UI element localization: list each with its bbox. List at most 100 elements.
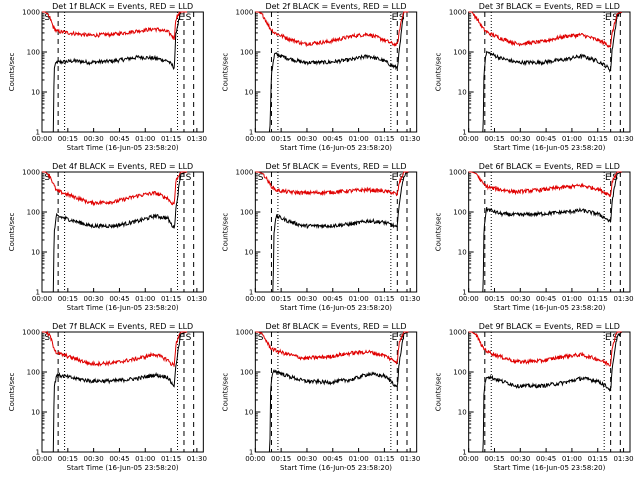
y-tick-label: 100 [27, 209, 40, 217]
y-tick-label: 100 [27, 369, 40, 377]
x-tick-label: 01:00 [348, 295, 368, 303]
plot-frame [468, 11, 631, 133]
y-tick-label: 1000 [22, 9, 40, 17]
plot-frame [254, 171, 418, 293]
y-axis-label: Counts/sec [221, 53, 229, 92]
series-lld [255, 331, 409, 365]
panel-title: Det 9f BLACK = Events, RED = LLD [479, 322, 620, 331]
plot-frame [41, 11, 204, 133]
y-tick-label: 100 [27, 49, 40, 57]
plot-frame [468, 171, 631, 293]
y-tick-label: 1000 [236, 169, 254, 177]
x-tick-label: 00:30 [510, 295, 530, 303]
marker-e: E [178, 173, 184, 183]
x-tick-label: 00:30 [297, 455, 317, 463]
x-tick-label: 01:00 [135, 455, 155, 463]
x-tick-label: 01:00 [135, 135, 155, 143]
x-tick-label: 00:45 [323, 135, 343, 143]
y-tick-label: 100 [453, 369, 466, 377]
y-tick-label: 1 [36, 449, 40, 457]
marker-e: E [392, 333, 398, 343]
marker-s: S [612, 13, 618, 23]
x-tick-label: 01:15 [161, 135, 181, 143]
y-axis-label: Counts/sec [8, 373, 16, 412]
x-tick-label: 01:15 [374, 295, 394, 303]
panel-det-8f: Det 8f BLACK = Events, RED = LLD 1 10 100 10… [221, 322, 420, 472]
x-tick-label: 00:00 [245, 135, 265, 143]
y-tick-label: 1 [462, 449, 466, 457]
x-tick-label: 01:00 [348, 135, 368, 143]
x-tick-label: 00:15 [271, 455, 291, 463]
x-tick-label: 00:15 [484, 295, 504, 303]
panel-title: Det 6f BLACK = Events, RED = LLD [479, 162, 620, 171]
x-axis-label: Start Time (16-Jun-05 23:58:20) [493, 464, 605, 472]
x-tick-label: 01:15 [161, 295, 181, 303]
y-tick-label: 10 [458, 249, 467, 257]
y-tick-label: 10 [244, 249, 253, 257]
x-axis-label: Start Time (16-Jun-05 23:58:20) [67, 464, 179, 472]
y-tick-label: 100 [240, 209, 253, 217]
x-tick-label: 01:00 [348, 455, 368, 463]
panel-det-1f: Det 1f BLACK = Events, RED = LLD 1 10 100 10… [8, 2, 207, 152]
marker-e: E [605, 173, 611, 183]
panel-det-2f: Det 2f BLACK = Events, RED = LLD 1 10 100 10… [221, 2, 420, 152]
series-events [468, 11, 622, 133]
series-events [255, 331, 409, 453]
marker-s: S [612, 173, 618, 183]
x-tick-label: 00:00 [459, 135, 479, 143]
y-tick-label: 1 [249, 289, 253, 297]
y-tick-label: 1000 [449, 329, 467, 337]
marker-s: S [44, 333, 50, 343]
x-tick-label: 00:00 [459, 295, 479, 303]
x-tick-label: 00:15 [271, 135, 291, 143]
marker-e: E [178, 333, 184, 343]
x-tick-label: 00:30 [84, 295, 104, 303]
marker-s: S [186, 13, 192, 23]
y-tick-label: 1000 [22, 329, 40, 337]
plot-frame [468, 331, 631, 453]
marker-e: E [605, 13, 611, 23]
y-tick-label: 1000 [236, 9, 254, 17]
panel-title: Det 2f BLACK = Events, RED = LLD [265, 2, 406, 11]
x-axis-label: Start Time (16-Jun-05 23:58:20) [280, 464, 392, 472]
marker-s: S [186, 333, 192, 343]
x-tick-label: 01:30 [400, 135, 420, 143]
x-tick-label: 01:00 [562, 135, 582, 143]
x-tick-label: 00:45 [109, 295, 129, 303]
panel-det-9f: Det 9f BLACK = Events, RED = LLD 1 10 100 10… [435, 322, 634, 472]
y-tick-label: 100 [240, 49, 253, 57]
series-lld [42, 10, 188, 41]
x-tick-label: 00:00 [32, 455, 52, 463]
marker-s: S [186, 173, 192, 183]
x-tick-label: 00:15 [484, 455, 504, 463]
x-tick-label: 00:00 [32, 295, 52, 303]
y-tick-label: 1 [36, 129, 40, 137]
x-tick-label: 00:00 [245, 455, 265, 463]
series-lld [255, 171, 409, 197]
x-tick-label: 00:15 [58, 135, 78, 143]
panel-title: Det 3f BLACK = Events, RED = LLD [479, 2, 620, 11]
series-events [255, 171, 409, 293]
y-tick-label: 10 [31, 89, 40, 97]
y-axis-label: Counts/sec [221, 213, 229, 252]
marker-s: S [44, 173, 50, 183]
x-tick-label: 00:30 [297, 135, 317, 143]
x-tick-label: 00:45 [109, 455, 129, 463]
panel-title: Det 5f BLACK = Events, RED = LLD [265, 162, 406, 171]
x-tick-label: 01:30 [400, 295, 420, 303]
x-tick-label: 00:45 [323, 295, 343, 303]
y-tick-label: 10 [244, 409, 253, 417]
x-axis-label: Start Time (16-Jun-05 23:58:20) [493, 144, 605, 152]
marker-s: S [44, 13, 50, 23]
x-tick-label: 00:15 [58, 455, 78, 463]
series-events [42, 331, 188, 453]
x-axis-label: Start Time (16-Jun-05 23:58:20) [493, 304, 605, 312]
y-tick-label: 1 [249, 449, 253, 457]
y-tick-label: 10 [244, 89, 253, 97]
x-axis-label: Start Time (16-Jun-05 23:58:20) [280, 144, 392, 152]
marker-e: E [392, 173, 398, 183]
marker-e: E [392, 13, 398, 23]
x-tick-label: 00:45 [536, 295, 556, 303]
x-tick-label: 00:30 [84, 455, 104, 463]
series-events [255, 11, 409, 133]
